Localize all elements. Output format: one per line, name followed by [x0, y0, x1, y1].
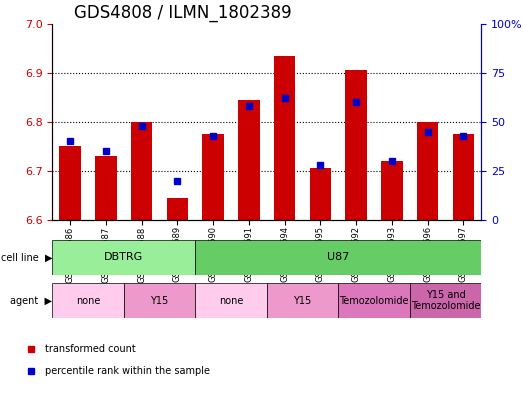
FancyBboxPatch shape: [338, 283, 410, 318]
Text: GDS4808 / ILMN_1802389: GDS4808 / ILMN_1802389: [74, 4, 291, 22]
Text: transformed count: transformed count: [45, 344, 136, 354]
Bar: [167, 198, 188, 220]
Bar: [238, 100, 259, 220]
Bar: [60, 147, 81, 220]
Text: Y15 and
Temozolomide: Y15 and Temozolomide: [411, 290, 480, 311]
Text: cell line  ▶: cell line ▶: [1, 252, 52, 263]
Text: percentile rank within the sample: percentile rank within the sample: [45, 366, 210, 376]
Bar: [381, 161, 403, 220]
Text: DBTRG: DBTRG: [104, 252, 143, 263]
Text: Y15: Y15: [151, 296, 168, 306]
FancyBboxPatch shape: [195, 240, 481, 275]
Text: Temozolomide: Temozolomide: [339, 296, 408, 306]
Bar: [131, 122, 152, 220]
FancyBboxPatch shape: [410, 283, 481, 318]
Bar: [310, 169, 331, 220]
FancyBboxPatch shape: [267, 283, 338, 318]
FancyBboxPatch shape: [52, 283, 124, 318]
FancyBboxPatch shape: [52, 240, 195, 275]
Bar: [202, 134, 224, 220]
Bar: [274, 55, 295, 220]
FancyBboxPatch shape: [124, 283, 195, 318]
Text: none: none: [219, 296, 243, 306]
Text: agent  ▶: agent ▶: [10, 296, 52, 306]
Bar: [345, 70, 367, 220]
Bar: [95, 156, 117, 220]
Text: Y15: Y15: [293, 296, 312, 306]
Bar: [417, 122, 438, 220]
FancyBboxPatch shape: [195, 283, 267, 318]
Bar: [452, 134, 474, 220]
Text: U87: U87: [327, 252, 349, 263]
Text: none: none: [76, 296, 100, 306]
